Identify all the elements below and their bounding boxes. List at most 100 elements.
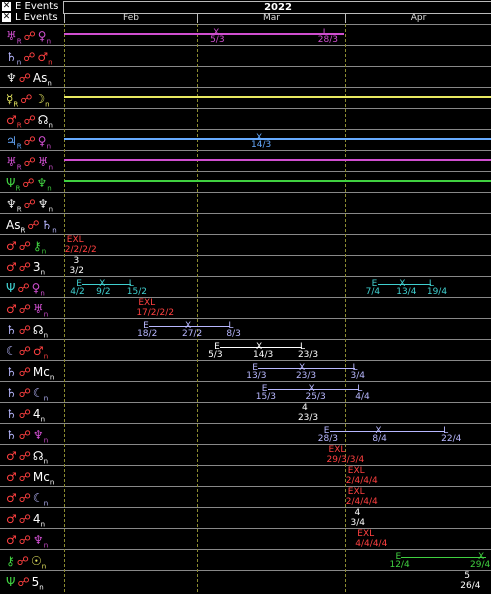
planet-symbol-icon: ♂ xyxy=(6,470,17,484)
date-label: 23/3 xyxy=(297,413,319,423)
aspect-row[interactable]: ΨR ☍ ♆n xyxy=(0,171,491,193)
planet-symbol-icon: 3n xyxy=(32,260,45,277)
date-label: 3/4 xyxy=(350,518,366,528)
aspect-symbols: ♄ ☍ ☊n xyxy=(6,323,50,342)
planet-symbol-icon: ☊n xyxy=(32,449,49,466)
event-number: 4 xyxy=(354,508,361,518)
aspect-row[interactable]: ♂ ☍ ♆n xyxy=(0,528,491,550)
e-events-checkbox[interactable]: ✕ E Events xyxy=(2,1,58,12)
aspect-symbols: ♂ ☍ ♅n xyxy=(6,302,50,321)
leave-marker: L xyxy=(128,279,134,289)
aspect-row[interactable]: ♂ ☍ ⚷n xyxy=(0,234,491,256)
aspect-duration-line xyxy=(64,180,491,182)
planet-symbol-icon: ☍ xyxy=(17,281,30,295)
aspect-symbols: ♂ ☍ Mcn xyxy=(6,470,56,489)
aspect-symbols: ♂ ☍ ⚷n xyxy=(6,239,48,258)
exact-marker: X xyxy=(99,279,106,289)
planet-symbol-icon: ☍ xyxy=(23,155,36,169)
aspect-row[interactable]: AsR ☍ ♄n xyxy=(0,213,491,235)
aspect-symbols: ΨR ☍ ♆n xyxy=(6,176,54,195)
planet-symbol-icon: 4n xyxy=(32,407,45,424)
aspect-row[interactable]: ♅R ☍ ♀n xyxy=(0,24,491,46)
leave-marker: L xyxy=(428,279,434,289)
date-label: 15/2 xyxy=(126,287,147,297)
planet-symbol-icon: ♂n xyxy=(32,344,49,361)
date-label: 14/3 xyxy=(253,350,274,360)
exact-marker: X xyxy=(375,426,382,436)
planet-symbol-icon: ♀n xyxy=(31,281,45,298)
date-label: 4/2 xyxy=(70,287,85,297)
e-events-label: E Events xyxy=(15,1,59,12)
aspect-row[interactable]: ♂ ☍ 3n xyxy=(0,255,491,277)
aspect-row[interactable]: ♂ ☍ ☊n xyxy=(0,444,491,466)
month-divider xyxy=(64,24,65,592)
aspect-row[interactable]: ♂ ☍ ☾n xyxy=(0,486,491,508)
date-label: 25/3 xyxy=(305,392,326,402)
date-label: 18/2 xyxy=(137,329,158,339)
aspect-symbols: ♄ ☍ Mcn xyxy=(6,365,56,384)
aspect-symbols: ♅R ☍ ♅n xyxy=(6,155,55,174)
date-label: 17/2/2/2 xyxy=(136,308,175,318)
planet-symbol-icon: ☉n xyxy=(30,554,47,571)
l-events-checkbox[interactable]: ✕ L Events xyxy=(2,12,58,23)
planet-symbol-icon: ☍ xyxy=(23,50,36,64)
planet-symbol-icon: ☊n xyxy=(37,113,53,130)
aspect-row[interactable]: ♆ ☍ Asn xyxy=(0,66,491,88)
exact-marker: X xyxy=(298,363,306,373)
leave-marker: L xyxy=(357,384,363,394)
date-label: 12/4 xyxy=(389,560,410,570)
aspect-row[interactable]: ♂ ☍ Mcn xyxy=(0,465,491,487)
planet-symbol-icon: ♅R xyxy=(6,155,22,172)
planet-symbol-icon: ♅n xyxy=(37,155,53,172)
event-range-line xyxy=(377,284,431,285)
aspect-symbols: ♄ ☍ 4n xyxy=(6,407,47,426)
aspect-row[interactable]: ♄ ☍ ☾n xyxy=(0,381,491,403)
aspect-row[interactable]: ♅R ☍ ♅n xyxy=(0,150,491,172)
aspect-row[interactable]: ♄ ☍ ♆n xyxy=(0,423,491,445)
aspect-row[interactable]: Ψ ☍ ♀n xyxy=(0,276,491,298)
aspect-symbols: ♂ ☍ ♆n xyxy=(6,533,50,552)
planet-symbol-icon: ♂ xyxy=(6,533,17,547)
planet-symbol-icon: ΨR xyxy=(6,176,21,193)
aspect-symbols: ♄ ☍ ☾n xyxy=(6,386,50,405)
date-label: 8/3 xyxy=(226,329,241,339)
aspect-row[interactable]: ♄ ☍ Mcn xyxy=(0,360,491,382)
aspect-row[interactable]: ♂ ☍ 4n xyxy=(0,507,491,529)
aspect-row[interactable]: Ψ ☍ 5n xyxy=(0,570,491,592)
aspect-symbols: ♆R ☍ ♆n xyxy=(6,197,55,216)
planet-symbol-icon: ☍ xyxy=(18,449,31,463)
aspect-row[interactable]: ♂ ☍ ♅n xyxy=(0,297,491,319)
date-label: 23/3 xyxy=(295,371,317,381)
aspect-row[interactable]: ♂R ☍ ☊n xyxy=(0,108,491,130)
date-label: 4/4/4/4 xyxy=(355,539,388,549)
aspect-symbols: ☾ ☍ ♂n xyxy=(6,344,50,363)
planet-symbol-icon: ☊n xyxy=(32,323,49,340)
aspect-row[interactable]: ☾ ☍ ♂n xyxy=(0,339,491,361)
date-label: 14/3 xyxy=(251,140,272,150)
planet-symbol-icon: ♂ xyxy=(6,512,17,526)
date-label: 2/2/2/2 xyxy=(64,245,97,255)
exact-marker: X xyxy=(213,28,220,38)
leave-marker: L xyxy=(299,342,305,352)
aspect-row[interactable]: ♆R ☍ ♆n xyxy=(0,192,491,214)
planet-symbol-icon: 5n xyxy=(31,575,44,592)
aspect-row[interactable]: ⚷ ☍ ☉n xyxy=(0,549,491,571)
date-label: 29/4 xyxy=(470,560,491,570)
aspect-row[interactable]: ☿R ☍ ☽n xyxy=(0,87,491,109)
planet-symbol-icon: ☍ xyxy=(18,491,31,505)
exact-marker: X xyxy=(185,321,192,331)
aspect-symbols: ♂R ☍ ☊n xyxy=(6,113,55,132)
month-mar: Mar xyxy=(197,13,345,23)
aspect-row[interactable]: ♄n ☍ ♂n xyxy=(0,45,491,67)
event-range-line xyxy=(220,347,302,348)
planet-symbol-icon: ♄n xyxy=(41,218,57,235)
planet-symbol-icon: ♀n xyxy=(37,29,52,46)
aspect-row[interactable]: ♄ ☍ ☊n xyxy=(0,318,491,340)
planet-symbol-icon: ⚷n xyxy=(32,239,47,256)
aspect-row[interactable]: ♃R ☍ ♀n xyxy=(0,129,491,151)
planet-symbol-icon: ☍ xyxy=(18,239,31,253)
event-range-line xyxy=(258,368,355,369)
planet-symbol-icon: ☍ xyxy=(18,260,31,274)
date-label: 5/3 xyxy=(208,350,223,360)
aspect-row[interactable]: ♄ ☍ 4n xyxy=(0,402,491,424)
